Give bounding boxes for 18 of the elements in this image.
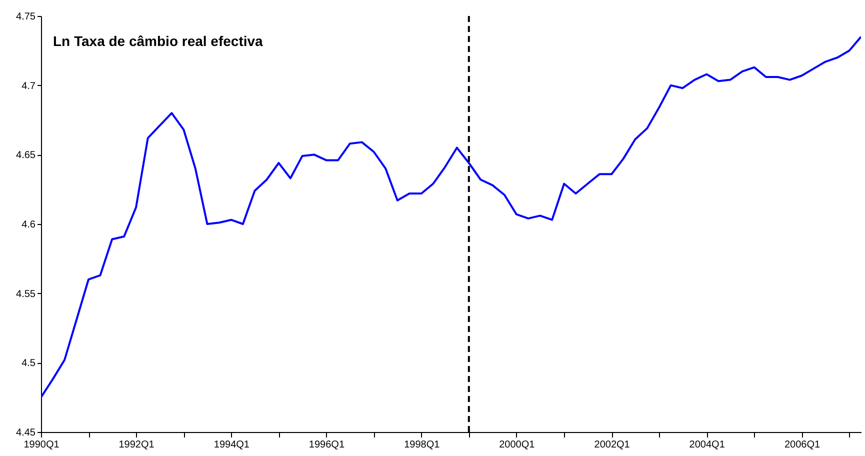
x-tick-label: 1996Q1 xyxy=(308,440,345,450)
y-tick-label: 4.55 xyxy=(16,288,36,300)
text: Ln Taxa de câmbio real efectiva xyxy=(53,33,264,49)
y-tick-label: 4.6 xyxy=(22,220,36,230)
x-tick-label: 2000Q1 xyxy=(499,440,536,450)
x-tick-label: 2004Q1 xyxy=(689,440,726,450)
line-series xyxy=(41,36,861,398)
x-tick-label: 1994Q1 xyxy=(214,440,250,450)
y-tick-label: 4.7 xyxy=(22,80,36,92)
y-tick-label: 4.65 xyxy=(16,150,36,162)
y-tick-label: 4.75 xyxy=(16,12,36,22)
y-tick-label: 4.5 xyxy=(22,358,36,370)
x-tick-label: 2006Q1 xyxy=(784,440,820,450)
x-tick-label: 1990Q1 xyxy=(24,440,60,450)
y-tick-label: 4.45 xyxy=(16,428,36,438)
x-tick-label: 1998Q1 xyxy=(404,440,440,450)
x-tick-label: 2002Q1 xyxy=(594,440,630,450)
x-tick-label: 1992Q1 xyxy=(118,440,155,450)
